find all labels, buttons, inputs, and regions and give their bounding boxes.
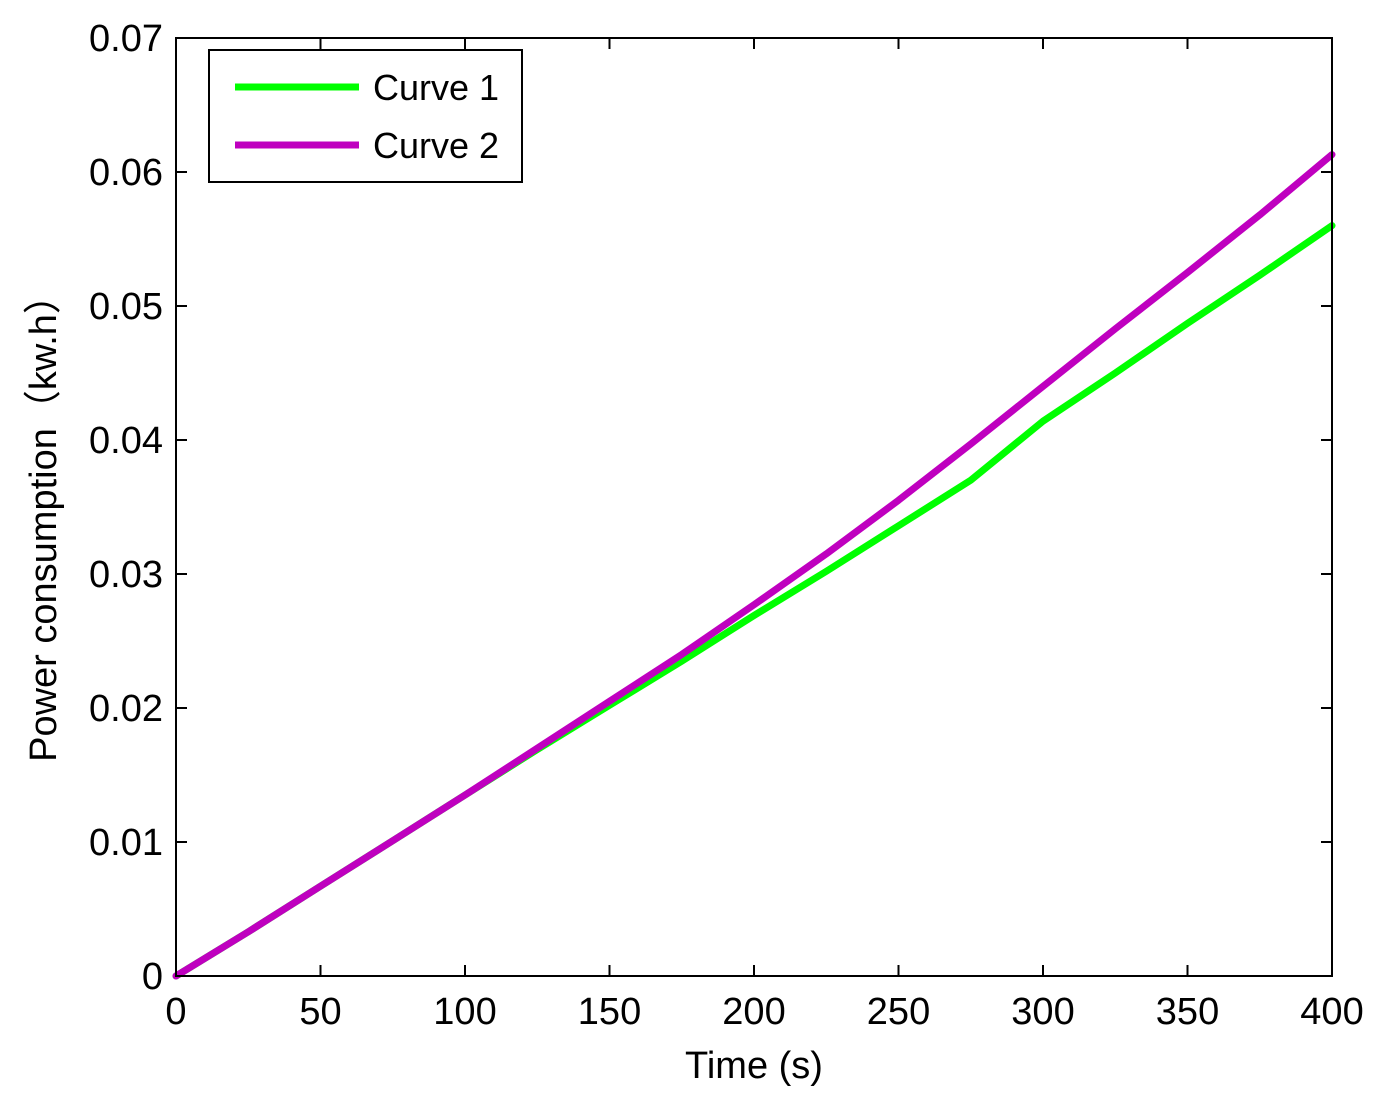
legend: Curve 1 Curve 2 [208,49,523,183]
x-tick-label: 100 [433,991,496,1033]
y-tick-label: 0.02 [89,688,163,730]
y-tick-label: 0.06 [89,152,163,194]
x-tick-label: 200 [722,991,785,1033]
legend-box [208,49,523,183]
y-tick-label: 0.07 [89,18,163,60]
x-tick-label: 0 [165,991,186,1033]
x-tick-label: 400 [1300,991,1363,1033]
y-tick-label: 0.01 [89,822,163,864]
y-tick-label: 0 [142,956,163,998]
x-axis-label: Time (s) [685,1045,823,1087]
x-tick-label: 250 [867,991,930,1033]
tick-labels: 0 50 100 150 200 250 300 350 400 0 0.01 0.02 0.03 0.0… [89,18,1364,1033]
x-tick-label: 50 [299,991,341,1033]
y-tick-label: 0.03 [89,554,163,596]
legend-label-1: Curve 1 [373,67,499,108]
y-tick-label: 0.04 [89,420,163,462]
y-tick-label: 0.05 [89,286,163,328]
x-tick-label: 150 [578,991,641,1033]
legend-label-2: Curve 2 [373,125,499,166]
x-tick-label: 350 [1156,991,1219,1033]
plot-frame [175,37,1333,977]
series-lines [172,151,1336,980]
x-tick-label: 300 [1011,991,1074,1033]
y-axis-label: Power consumption（kw.h） [23,276,65,762]
series-line-2 [172,151,1336,980]
